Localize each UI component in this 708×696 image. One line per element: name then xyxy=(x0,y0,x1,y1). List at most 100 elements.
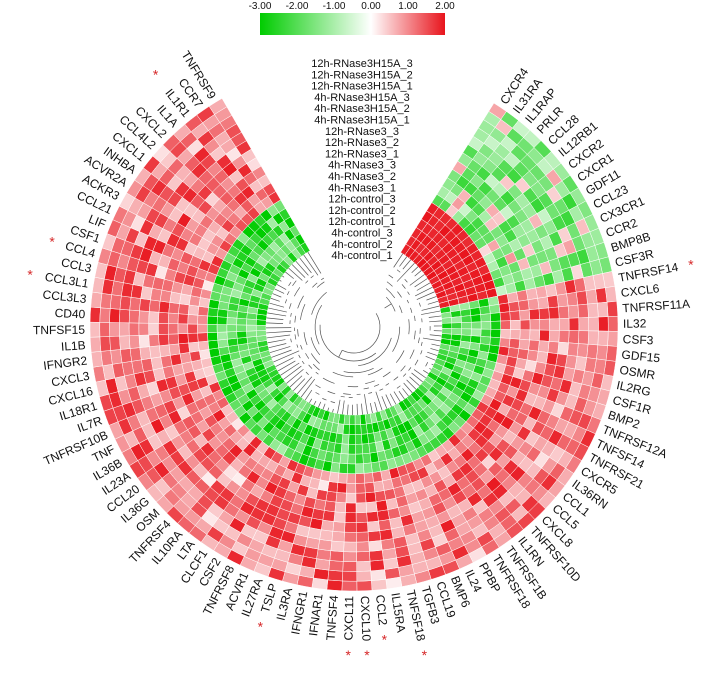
heatmap-cell xyxy=(500,329,511,339)
colorbar: -3.00 -2.00 -1.00 0.00 1.00 2.00 xyxy=(249,1,455,35)
dendrogram-branch xyxy=(413,330,416,340)
heatmap-cell xyxy=(519,329,531,341)
dendrogram-branch xyxy=(282,275,285,278)
dendrogram-branch xyxy=(423,370,429,374)
dendrogram-branch xyxy=(404,279,408,283)
dendrogram-branch xyxy=(322,377,335,384)
dendrogram-branch xyxy=(296,376,313,395)
dendrogram-branch xyxy=(313,400,317,406)
heatmap-cell xyxy=(509,329,521,340)
dendrogram-branch xyxy=(409,274,425,286)
heatmap-cell xyxy=(207,339,219,350)
heatmap-cell xyxy=(354,424,362,435)
heatmap-cell xyxy=(529,329,541,341)
colorbar-tick-label: 1.00 xyxy=(398,1,418,12)
dendrogram-branch xyxy=(322,398,327,401)
heatmap-cell xyxy=(99,307,111,323)
heatmap-cell xyxy=(558,330,570,344)
heatmap-cell xyxy=(110,349,123,365)
significance-star: * xyxy=(346,647,352,663)
heatmap-cell xyxy=(367,530,382,542)
heatmap-cell xyxy=(607,330,619,347)
dendrogram-branch xyxy=(347,404,349,415)
heatmap-cell xyxy=(339,453,349,465)
heatmap-cell xyxy=(168,343,181,356)
significance-star: * xyxy=(688,256,694,272)
heatmap-cell xyxy=(187,323,198,334)
gene-label: CSF3 xyxy=(622,332,654,347)
heatmap-cell xyxy=(605,345,618,362)
dendrogram-branch xyxy=(286,291,290,296)
heatmap-cell xyxy=(548,329,560,343)
heatmap-cell xyxy=(361,433,369,445)
heatmap-cell xyxy=(549,318,560,331)
dendrogram-branch xyxy=(414,286,433,297)
gene-label: CCL2 xyxy=(373,594,390,626)
dendrogram-branch xyxy=(310,337,321,356)
dendrogram-branch xyxy=(288,281,292,287)
heatmap-cell xyxy=(356,541,370,553)
colorbar-tick-label: -1.00 xyxy=(323,1,346,12)
dendrogram-branch xyxy=(395,350,405,363)
heatmap-cell xyxy=(356,580,373,592)
dendrogram-branch xyxy=(403,382,413,394)
dendrogram-branch xyxy=(411,266,419,273)
sample-label: 4h-RNase3_2 xyxy=(328,171,396,183)
dendrogram-root xyxy=(342,313,381,354)
heatmap-cell xyxy=(187,332,199,344)
colorbar-tick-label: -2.00 xyxy=(286,1,309,12)
dendrogram-branch xyxy=(300,304,306,320)
dendrogram-branch xyxy=(305,353,310,359)
sample-label: 4h-RNase3H15A_2 xyxy=(314,103,409,115)
heatmap-cell xyxy=(325,490,338,503)
gene-label: CXCL6 xyxy=(620,281,660,300)
heatmap-cell xyxy=(246,318,257,326)
dendrogram-branch xyxy=(299,257,312,274)
gene-label: CXCL10 xyxy=(358,596,374,642)
heatmap-cell xyxy=(317,539,333,551)
heatmap-cell xyxy=(197,332,209,343)
dendrogram-branch xyxy=(418,302,421,307)
dendrogram-branch xyxy=(269,302,285,308)
dendrogram-branch xyxy=(343,393,351,395)
significance-markers: * * * * * * * * * xyxy=(27,67,694,663)
dendrogram-branch xyxy=(342,400,345,415)
heatmap-cell xyxy=(578,330,589,345)
heatmap-cell xyxy=(346,463,356,474)
heatmap-cell xyxy=(567,304,579,319)
dendrogram-branch xyxy=(427,351,438,356)
heatmap-cell xyxy=(367,520,380,533)
heatmap-cell xyxy=(539,329,550,342)
colorbar-gradient xyxy=(260,13,445,35)
heatmap-cell xyxy=(528,308,540,321)
heatmap-cell xyxy=(363,472,374,484)
heatmap-cell xyxy=(537,340,550,353)
heatmap-cell xyxy=(356,560,371,572)
sample-label: 12h-RNase3_2 xyxy=(325,137,399,149)
heatmap-cell xyxy=(119,309,131,324)
heatmap-cell xyxy=(506,291,519,304)
dendrogram-branch xyxy=(315,371,319,375)
heatmap-cell xyxy=(346,483,357,494)
significance-star: * xyxy=(27,266,33,282)
heatmap-cell xyxy=(368,540,383,552)
dendrogram-branch xyxy=(406,299,409,304)
dendrogram-branch xyxy=(284,299,288,304)
dendrogram-branch xyxy=(414,278,428,288)
heatmap-cell xyxy=(345,502,357,514)
heatmap-cell xyxy=(90,291,103,309)
gene-label: IL32 xyxy=(623,316,647,330)
sample-label: 12h-RNase3H15A_2 xyxy=(311,69,413,81)
heatmap-cell xyxy=(324,500,337,513)
sample-label: 12h-control_2 xyxy=(328,205,395,217)
heatmap-cell xyxy=(226,317,238,326)
colorbar-tick-label: -3.00 xyxy=(249,1,272,12)
gene-label: TNFSF15 xyxy=(33,323,85,338)
heatmap-cell xyxy=(119,295,132,311)
heatmap-cell xyxy=(322,510,336,522)
heatmap-cell xyxy=(451,328,462,336)
dendrogram-branch xyxy=(268,307,287,313)
heatmap-cell xyxy=(342,561,357,572)
dendrogram-branch xyxy=(286,368,304,384)
